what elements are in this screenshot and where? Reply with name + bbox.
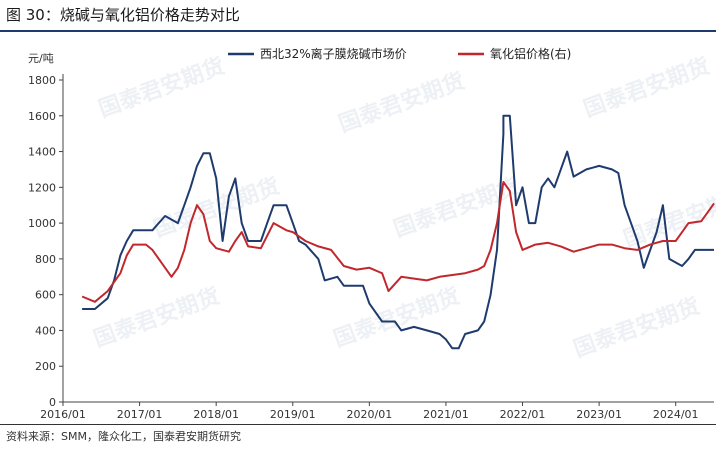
- y-tick-label: 800: [35, 253, 56, 266]
- chart-legend: 西北32%离子膜烧碱市场价 氧化铝价格(右): [228, 46, 571, 61]
- title-rule: [0, 30, 716, 32]
- x-tick-label: 2018/01: [193, 408, 239, 421]
- x-tick-label: 2024/01: [653, 408, 699, 421]
- x-tick-label: 2016/01: [40, 408, 86, 421]
- chart-series: [81, 114, 715, 350]
- x-tick-label: 2021/01: [423, 408, 469, 421]
- chart-axes: [62, 74, 714, 403]
- source-rule: [0, 424, 716, 425]
- x-tick-label: 2019/01: [270, 408, 316, 421]
- y-tick-label: 200: [35, 360, 56, 373]
- figure-title: 图 30：烧碱与氧化铝价格走势对比: [6, 6, 240, 24]
- y-tick-label: 0: [49, 396, 56, 409]
- x-tick-label: 2020/01: [347, 408, 393, 421]
- y-tick-label: 1200: [28, 181, 56, 194]
- y-axis-unit: 元/吨: [28, 52, 54, 65]
- y-tick-label: 1600: [28, 110, 56, 123]
- series-line-2: [81, 181, 715, 303]
- y-tick-label: 1400: [28, 146, 56, 159]
- y-tick-label: 400: [35, 324, 56, 337]
- source-note: 资料来源：SMM，隆众化工，国泰君安期货研究: [6, 430, 241, 443]
- legend-label-1: 西北32%离子膜烧碱市场价: [260, 46, 407, 61]
- series-line-1: [82, 114, 714, 350]
- x-tick-label: 2017/01: [117, 408, 163, 421]
- x-tick-label: 2023/01: [576, 408, 622, 421]
- y-tick-label: 1000: [28, 217, 56, 230]
- y-tick-label: 1800: [28, 74, 56, 87]
- legend-label-2: 氧化铝价格(右): [490, 46, 571, 61]
- y-tick-label: 600: [35, 289, 56, 302]
- chart-ticks: 0 200 400 600 800 1000 1200 1400 1600 1800 2016/01…: [28, 74, 699, 421]
- line-chart: 0 200 400 600 800 1000 1200 1400 1600 1800 2016/01…: [28, 46, 715, 421]
- x-tick-label: 2022/01: [500, 408, 546, 421]
